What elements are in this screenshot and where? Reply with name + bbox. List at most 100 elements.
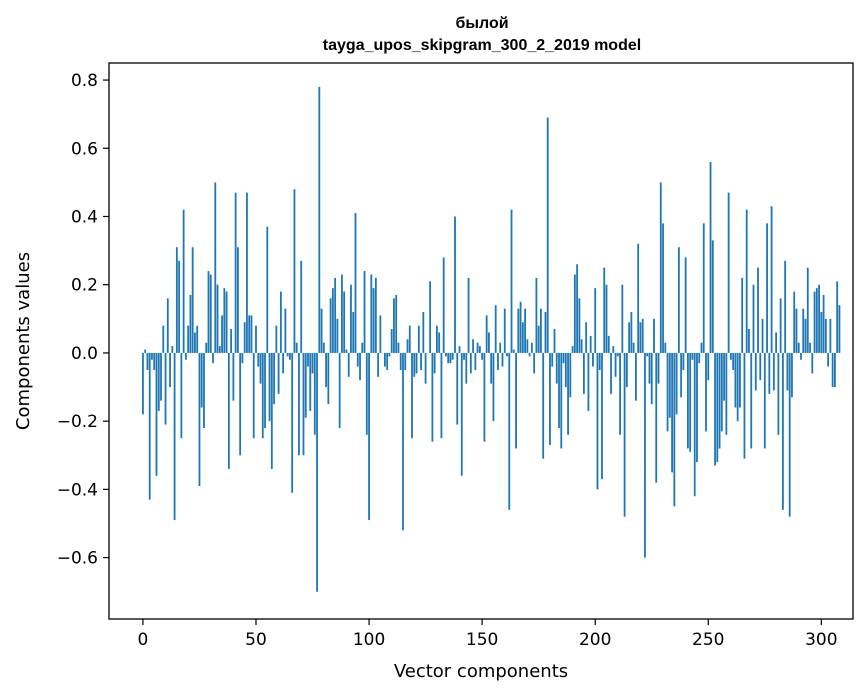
bar bbox=[709, 161, 712, 353]
bar bbox=[788, 352, 791, 517]
bar bbox=[180, 352, 183, 439]
bar bbox=[429, 281, 432, 353]
bar bbox=[829, 318, 832, 353]
bar bbox=[497, 352, 499, 370]
bars-group bbox=[142, 86, 841, 592]
bar bbox=[218, 346, 221, 353]
bar bbox=[234, 192, 237, 353]
bar bbox=[619, 352, 621, 435]
bar bbox=[831, 352, 834, 388]
bar bbox=[474, 352, 477, 370]
bar bbox=[741, 277, 744, 353]
bar bbox=[171, 346, 174, 353]
bar bbox=[440, 352, 443, 439]
bar bbox=[230, 329, 233, 353]
bar bbox=[307, 352, 309, 367]
bar bbox=[291, 352, 294, 493]
bar bbox=[264, 352, 266, 428]
bar bbox=[451, 352, 454, 360]
bar bbox=[406, 339, 409, 353]
bar bbox=[510, 209, 513, 353]
bar bbox=[399, 352, 402, 370]
bar bbox=[467, 277, 470, 353]
bar bbox=[732, 352, 735, 370]
bar bbox=[433, 352, 436, 374]
bar bbox=[655, 352, 658, 483]
bar bbox=[614, 352, 617, 377]
bar bbox=[200, 352, 203, 408]
bar bbox=[148, 352, 151, 500]
bar bbox=[698, 352, 701, 364]
bar bbox=[377, 352, 380, 377]
bar bbox=[592, 352, 594, 367]
bar bbox=[162, 325, 165, 353]
bar bbox=[273, 352, 275, 405]
bar bbox=[546, 117, 549, 353]
bar bbox=[311, 352, 314, 374]
bar bbox=[795, 308, 798, 353]
bar bbox=[175, 247, 178, 353]
bar bbox=[503, 308, 506, 353]
bar bbox=[295, 342, 298, 353]
bar bbox=[454, 216, 456, 353]
bar bbox=[752, 284, 755, 353]
bar bbox=[341, 274, 343, 353]
bar bbox=[684, 257, 687, 353]
bar bbox=[408, 325, 411, 353]
bar bbox=[458, 346, 461, 353]
x-tick-label: 200 bbox=[579, 630, 611, 650]
bar bbox=[216, 284, 219, 353]
bar bbox=[736, 352, 739, 422]
bar bbox=[723, 352, 726, 401]
bar bbox=[815, 288, 818, 353]
bar bbox=[431, 352, 434, 442]
bar bbox=[189, 294, 192, 353]
bar bbox=[639, 322, 642, 353]
bar bbox=[239, 352, 242, 456]
bar bbox=[286, 352, 289, 357]
bar bbox=[601, 352, 603, 480]
bar bbox=[664, 342, 667, 353]
bar bbox=[567, 352, 569, 435]
bar bbox=[322, 342, 325, 353]
bar bbox=[743, 352, 746, 459]
bar bbox=[553, 329, 556, 353]
bar bbox=[411, 352, 413, 439]
bar bbox=[714, 352, 716, 466]
bar bbox=[687, 352, 689, 449]
bar bbox=[834, 352, 836, 388]
bar bbox=[659, 182, 662, 353]
bar bbox=[259, 352, 262, 384]
bar bbox=[284, 308, 287, 353]
bar bbox=[766, 223, 768, 353]
x-ticks: 0 50 100 150 200 250 300 bbox=[138, 619, 838, 650]
bar bbox=[637, 243, 640, 353]
bar bbox=[237, 247, 239, 353]
bar bbox=[289, 352, 291, 360]
bar bbox=[797, 342, 800, 353]
bar bbox=[395, 294, 398, 353]
bar bbox=[580, 339, 583, 353]
bar bbox=[184, 352, 187, 360]
bar bbox=[705, 352, 707, 432]
bar bbox=[465, 352, 468, 384]
x-tick-label: 0 bbox=[138, 630, 149, 650]
bar bbox=[463, 352, 465, 360]
bar bbox=[422, 312, 425, 353]
y-ticks: −0.6 −0.4 −0.2 0.0 0.2 0.4 0.6 0.8 bbox=[57, 71, 109, 569]
bar bbox=[729, 352, 732, 360]
bar bbox=[610, 352, 612, 394]
bar bbox=[811, 352, 814, 374]
y-tick-label: 0.6 bbox=[71, 139, 98, 159]
bar bbox=[519, 301, 522, 353]
bar bbox=[293, 189, 296, 353]
bar bbox=[415, 352, 418, 374]
bar bbox=[761, 318, 764, 353]
bar bbox=[711, 240, 714, 353]
bar bbox=[350, 284, 352, 353]
bar bbox=[354, 213, 357, 353]
y-tick-label: 0.4 bbox=[71, 207, 98, 227]
bar bbox=[205, 342, 208, 353]
bar bbox=[671, 352, 673, 473]
